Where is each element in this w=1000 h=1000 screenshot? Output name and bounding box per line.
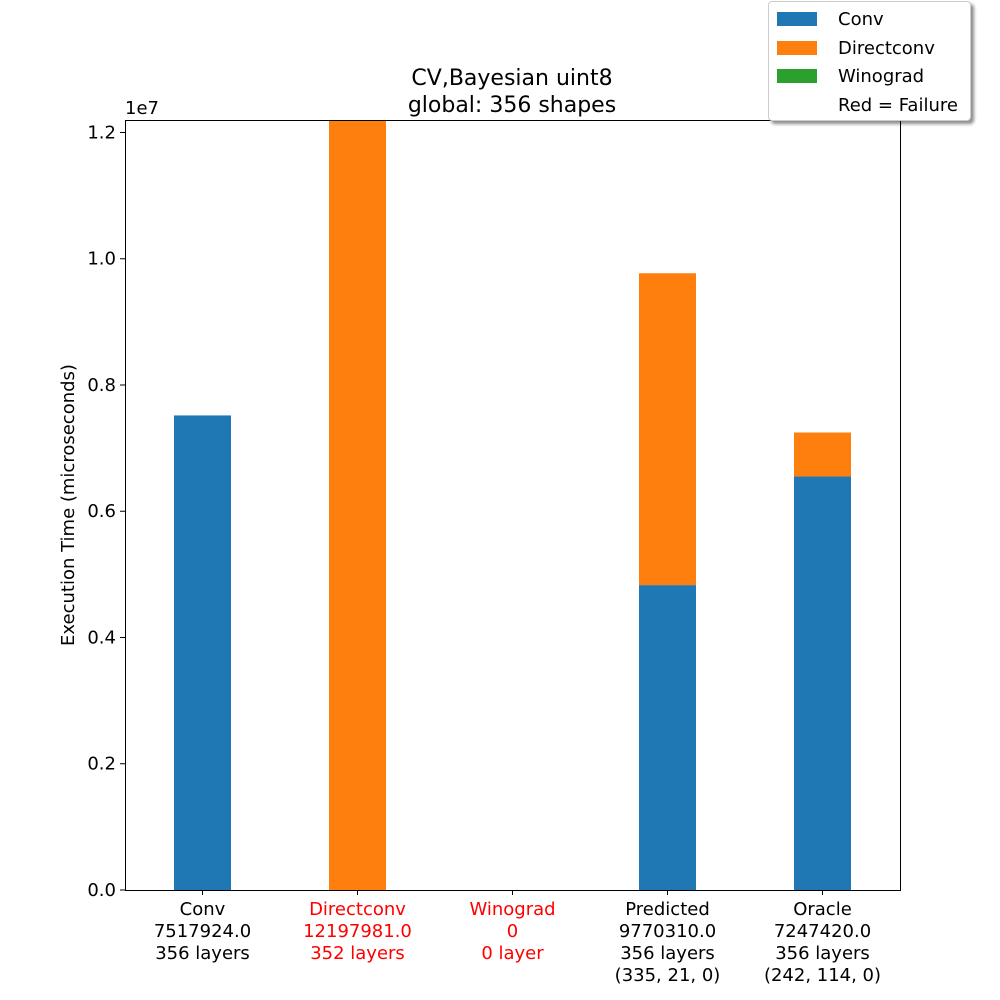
legend-item-winograd: Winograd bbox=[777, 65, 924, 87]
y-tick-label: 1.0 bbox=[87, 249, 116, 270]
legend-swatch-directconv bbox=[777, 41, 817, 55]
legend-label-failure: Red = Failure bbox=[838, 94, 958, 116]
bar-directconv-predicted bbox=[639, 273, 696, 586]
bar-conv-oracle bbox=[794, 476, 851, 890]
y-tick-label: 0.8 bbox=[87, 375, 116, 396]
plot-frame bbox=[125, 120, 901, 891]
legend-label-winograd: Winograd bbox=[838, 65, 925, 87]
bar-directconv-oracle bbox=[794, 432, 851, 477]
x-tick-label: 12197981.0 bbox=[303, 921, 412, 942]
x-tick-label: 352 layers bbox=[310, 943, 405, 964]
legend-label-conv: Conv bbox=[838, 8, 884, 30]
x-tick-label: Conv bbox=[180, 899, 226, 920]
legend-swatch-failure bbox=[777, 98, 817, 112]
x-tick-label: 7517924.0 bbox=[154, 921, 251, 942]
x-tick-label: (335, 21, 0) bbox=[615, 965, 721, 986]
x-tick-label: Oracle bbox=[793, 899, 852, 920]
legend-swatch-winograd bbox=[777, 69, 817, 83]
y-tick-label: 0.4 bbox=[87, 627, 116, 648]
y-axis: 0.0 0.2 0.4 0.6 0.8 1.0 1.2 bbox=[87, 122, 125, 901]
y-axis-label: Execution Time (microseconds) bbox=[58, 364, 79, 646]
y-tick-label: 1.2 bbox=[87, 122, 116, 143]
x-tick-label: 0 bbox=[507, 921, 518, 942]
legend-item-failure: Red = Failure bbox=[777, 94, 958, 116]
chart-title: CV,Bayesian uint8 bbox=[411, 66, 612, 91]
chart-subtitle: global: 356 shapes bbox=[408, 93, 616, 118]
bar-conv-predicted bbox=[639, 585, 696, 890]
bar-conv-conv bbox=[174, 415, 231, 890]
x-tick-label: 356 layers bbox=[775, 943, 870, 964]
legend: Conv Directconv Winograd Red = Failure bbox=[768, 1, 971, 121]
legend-item-directconv: Directconv bbox=[777, 37, 935, 59]
y-tick-label: 0.2 bbox=[87, 754, 116, 775]
legend-label-directconv: Directconv bbox=[838, 37, 935, 59]
legend-swatch-conv bbox=[777, 12, 817, 26]
x-tick-label: Winograd bbox=[469, 899, 555, 920]
x-tick-label: 7247420.0 bbox=[774, 921, 871, 942]
x-tick-label: Predicted bbox=[625, 899, 710, 920]
y-tick-label: 0.0 bbox=[87, 880, 116, 901]
y-tick-label: 0.6 bbox=[87, 501, 116, 522]
x-tick-label: 9770310.0 bbox=[619, 921, 716, 942]
y-offset-label: 1e7 bbox=[125, 98, 159, 119]
x-tick-label: 0 layer bbox=[481, 943, 544, 964]
x-tick-label: 356 layers bbox=[155, 943, 250, 964]
x-tick-label: 356 layers bbox=[620, 943, 715, 964]
x-tick-label: (242, 114, 0) bbox=[764, 965, 881, 986]
x-tick-label: Directconv bbox=[309, 899, 406, 920]
bars-group bbox=[174, 120, 851, 890]
bar-directconv-directconv bbox=[329, 120, 386, 890]
legend-item-conv: Conv bbox=[777, 8, 884, 30]
